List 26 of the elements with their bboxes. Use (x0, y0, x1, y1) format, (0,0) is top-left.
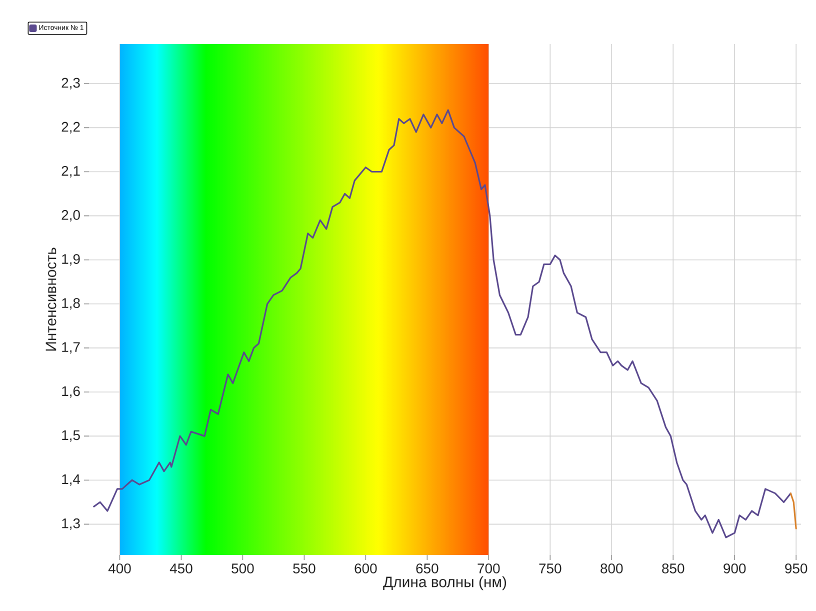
x-tick-label: 850 (662, 564, 684, 574)
x-tick-label: 650 (416, 564, 438, 574)
x-tick-label: 500 (232, 564, 254, 574)
x-tick-label: 750 (539, 564, 562, 574)
y-tick-label: 1,5 (62, 430, 80, 442)
y-tick-label: 1,8 (62, 298, 80, 310)
x-tick-label: 600 (354, 564, 377, 574)
y-tick-label: 1,9 (62, 254, 80, 266)
y-tick-label: 1,6 (62, 386, 80, 398)
x-tick-label: 550 (293, 564, 316, 574)
y-tick-label: 2,3 (62, 78, 80, 90)
y-tick-label: 1,7 (62, 342, 80, 354)
x-tick-label: 900 (724, 564, 746, 574)
x-tick-label: 400 (108, 564, 131, 574)
x-axis-title: Длина волны (нм) (383, 576, 506, 590)
x-tick-label: 800 (600, 564, 623, 574)
y-tick-label: 2,1 (62, 166, 80, 178)
line-series (93, 109, 792, 538)
y-tick-label: 1,4 (62, 474, 80, 486)
y-tick-label: 1,3 (62, 518, 80, 530)
y-tick-label: 2,2 (62, 122, 80, 134)
x-tick-label: 450 (170, 564, 192, 574)
x-tick-label: 700 (478, 564, 500, 574)
x-tick-label: 950 (785, 564, 808, 574)
y-tick-label: 2,0 (62, 210, 80, 222)
y-axis-title: Интенсивность (46, 248, 56, 351)
